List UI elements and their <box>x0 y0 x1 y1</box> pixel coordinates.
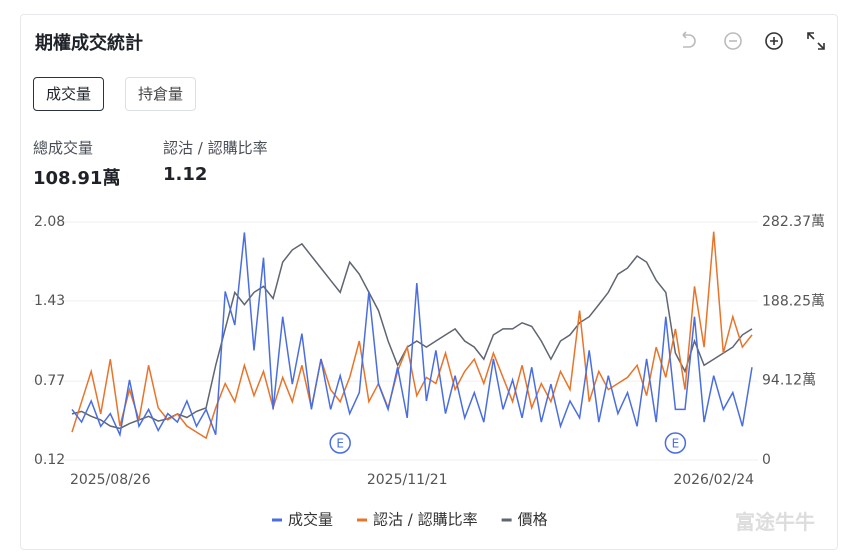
x-tick-label: 2026/02/24 <box>673 472 754 488</box>
fullscreen-icon[interactable] <box>807 32 825 50</box>
series-line <box>71 231 753 440</box>
stat-value: 1.12 <box>163 164 208 185</box>
y-tick-label: 0.77 <box>34 373 65 389</box>
legend-label: 價格 <box>518 511 548 529</box>
x-tick-label: 2025/08/26 <box>70 472 151 488</box>
event-label: E <box>336 437 344 451</box>
zoom-in-icon[interactable] <box>765 32 783 50</box>
x-tick-label: 2025/11/21 <box>367 472 448 488</box>
tab[interactable]: 成交量 <box>33 77 105 111</box>
event-marker <box>664 432 687 454</box>
y2-tick-label: 282.37萬 <box>762 214 825 230</box>
y-tick-label: 2.08 <box>34 214 65 230</box>
stat-label: 總成交量 <box>33 139 94 157</box>
stat: 認沽 / 認購比率 1.12 <box>163 137 268 185</box>
legend-label: 成交量 <box>288 511 333 529</box>
tab[interactable]: 持倉量 <box>125 77 197 111</box>
y2-tick-label: 188.25萬 <box>762 293 825 309</box>
card-title: 期權成交統計 <box>35 33 143 54</box>
series-line <box>71 242 753 430</box>
toolbar <box>682 31 825 50</box>
y2-tick-label: 94.12萬 <box>762 373 816 389</box>
event-label: E <box>672 437 680 451</box>
legend-label: 認沽 / 認購比率 <box>373 511 478 529</box>
stat: 總成交量 108.91萬 <box>33 137 120 190</box>
y-tick-label: 0.12 <box>34 452 65 468</box>
stat-value: 108.91萬 <box>33 168 121 189</box>
undo-icon[interactable] <box>682 31 696 48</box>
series-line <box>71 232 753 438</box>
event-marker <box>329 432 351 454</box>
y2-tick-label: 0 <box>762 452 771 468</box>
watermark: 富途牛牛 <box>735 510 815 534</box>
y-tick-label: 1.43 <box>34 293 65 309</box>
zoom-out-icon[interactable] <box>724 32 742 50</box>
card: 期權成交統計 成交量 持倉量 總成交量 108.91萬 認沽 / 認購比率 1.12… <box>20 14 838 550</box>
stat-label: 認沽 / 認購比率 <box>163 139 268 157</box>
